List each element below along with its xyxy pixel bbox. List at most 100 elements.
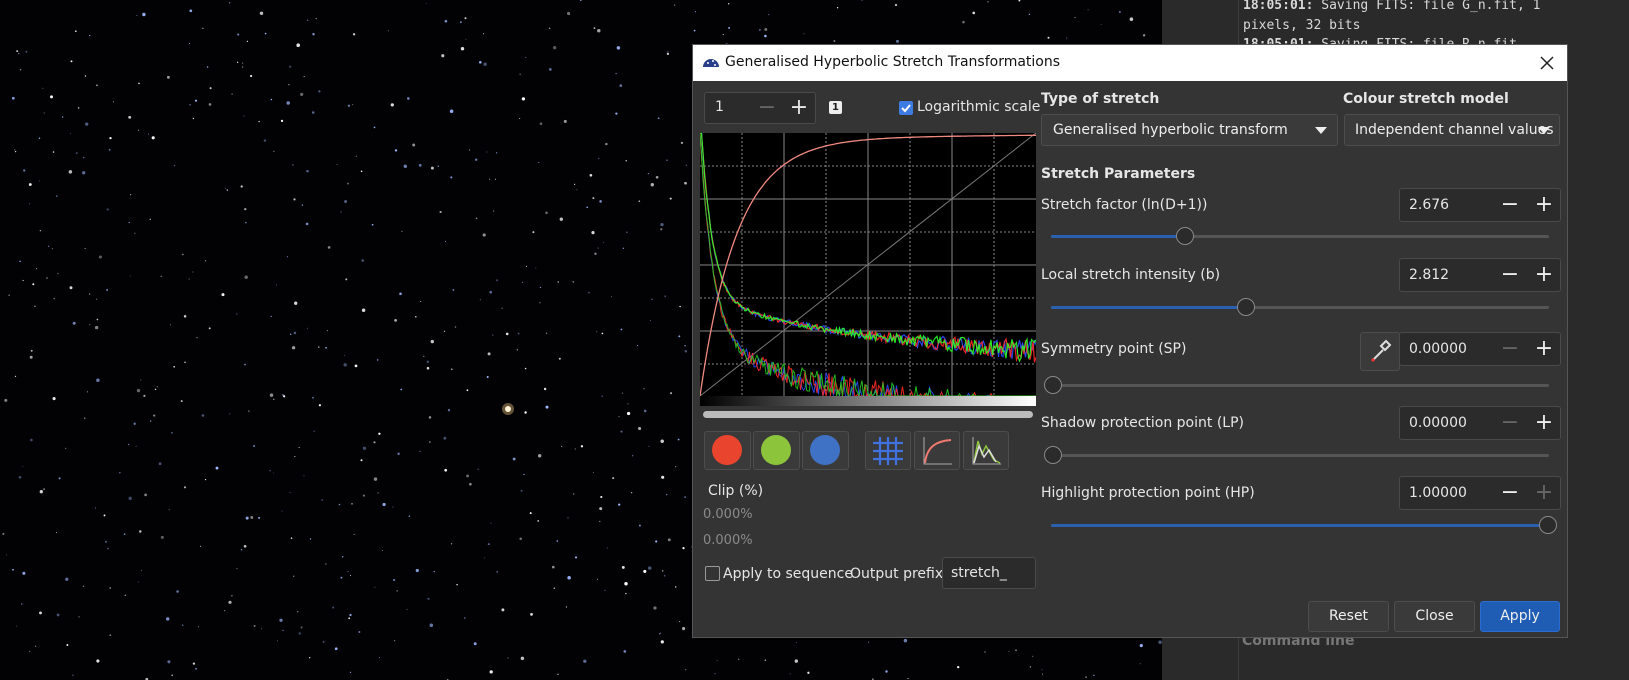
prefix-input[interactable]: stretch_ [942,557,1036,589]
star [8,294,10,296]
stretch-type-combo[interactable]: Generalised hyperbolic transform [1041,114,1338,146]
star [208,327,211,330]
slider-thumb[interactable] [1044,446,1062,464]
param-spin[interactable]: 1.00000 − + [1399,476,1561,510]
star [29,203,31,205]
slider-thumb[interactable] [1237,298,1255,316]
star [228,2,231,4]
star [134,232,136,234]
star [32,283,35,286]
star [758,28,761,31]
star [553,46,557,50]
star [593,27,596,29]
plus[interactable]: + [1534,480,1554,505]
slider-track[interactable] [1051,306,1549,309]
slider-track[interactable] [1051,454,1549,457]
star [137,581,139,583]
red-channel[interactable] [704,431,751,470]
star [286,101,290,105]
star [447,409,451,412]
star [297,611,299,613]
star [189,43,191,44]
star [894,3,898,7]
minus[interactable]: − [1500,480,1520,505]
minus[interactable]: − [1500,410,1520,435]
param-spin[interactable]: 0.00000 − + [1399,332,1561,366]
star [525,56,527,58]
minus[interactable]: − [1500,262,1520,287]
star [6,554,8,556]
star [563,119,567,123]
minus[interactable]: − [1500,336,1520,361]
star [133,422,136,425]
close-button[interactable]: Close [1394,601,1475,632]
param-spin[interactable]: 2.676 − + [1399,188,1561,222]
plus[interactable]: + [1534,262,1554,287]
slider-thumb[interactable] [1176,227,1194,245]
star [4,398,8,402]
zoom-spin[interactable]: 1 − + [704,92,816,124]
star [615,112,618,115]
close-x[interactable] [1539,55,1555,71]
star [273,150,275,152]
star [371,223,374,226]
grid-toggle[interactable] [865,431,911,470]
star [660,228,663,231]
param-spin[interactable]: 2.812 − + [1399,258,1561,292]
star [39,490,43,494]
star [140,379,142,381]
star [861,0,863,2]
star [180,400,183,403]
reset-button[interactable]: Reset [1308,601,1389,632]
green-channel[interactable] [753,431,800,470]
star [244,275,248,279]
apply-button[interactable]: Apply [1480,601,1560,632]
star [241,66,244,68]
log-scale-checkbox[interactable] [899,101,913,115]
colour-model-combo[interactable]: Independent channel values [1344,114,1560,146]
slider-thumb[interactable] [1044,376,1062,394]
star [616,46,621,50]
star [561,445,563,447]
star [306,327,308,329]
star [96,378,100,383]
star [194,99,198,102]
plus[interactable]: + [1534,336,1554,361]
plus[interactable]: + [1534,410,1554,435]
slider-track[interactable] [1051,384,1549,387]
star [492,334,494,336]
star [1087,9,1089,11]
minus[interactable]: − [757,95,777,120]
star [722,34,724,36]
minus[interactable]: − [1500,192,1520,217]
plus[interactable]: + [1534,192,1554,217]
star [39,180,41,182]
scrollbar[interactable] [703,411,1033,418]
star [344,200,348,203]
plus[interactable]: + [789,95,809,120]
param-spin[interactable]: 0.00000 − + [1399,406,1561,440]
star [258,516,261,519]
curve-toggle[interactable] [914,431,960,470]
star [58,477,61,480]
star [149,218,152,221]
star [168,509,170,511]
blue-channel[interactable] [802,431,849,470]
eyedropper[interactable] [1360,332,1400,371]
hist-toggle[interactable] [963,431,1009,470]
star [72,321,76,325]
star [378,432,381,435]
star [244,207,247,211]
star [43,488,46,491]
sequence-checkbox[interactable] [705,566,720,581]
star [1029,666,1032,668]
star [429,623,434,628]
star [592,471,594,473]
star [192,662,196,665]
star [767,13,770,16]
slider-thumb[interactable] [1539,516,1557,534]
star [599,200,602,203]
star [684,496,686,498]
star [153,414,156,417]
slider-track[interactable] [1051,235,1549,238]
